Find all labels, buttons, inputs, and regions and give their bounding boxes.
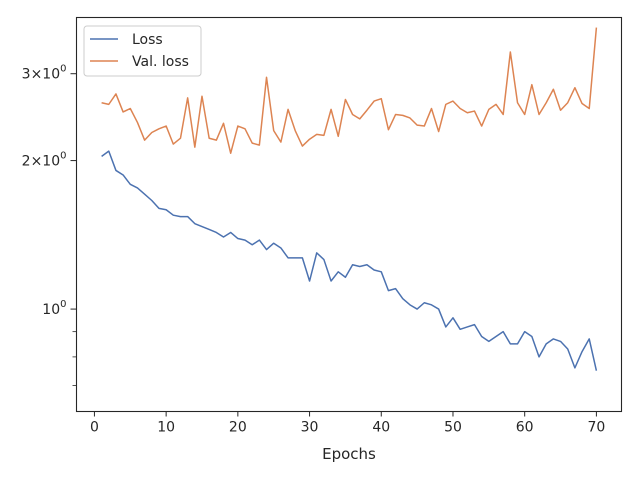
y-tick-label: 3×100 — [22, 64, 67, 83]
x-tick-label: 70 — [587, 420, 605, 436]
x-tick-label: 10 — [157, 420, 175, 436]
series-points-1 — [101, 27, 597, 154]
plot-frame — [75, 16, 623, 413]
x-axis: 0 10 20 30 40 50 60 70 — [90, 411, 605, 436]
x-tick-label: 50 — [444, 420, 462, 436]
x-tick-label: 20 — [229, 420, 247, 436]
y-tick-label: 2×100 — [22, 151, 67, 170]
x-tick-label: 30 — [301, 420, 319, 436]
x-tick-label: 40 — [372, 420, 390, 436]
y-axis: 100 2×100 3×100 — [22, 64, 77, 386]
series-line-0 — [101, 150, 598, 371]
y-tick-label: 100 — [42, 299, 66, 318]
series-points-0 — [101, 151, 597, 371]
series-layer — [101, 27, 598, 371]
x-tick-label: 0 — [90, 420, 99, 436]
legend: Loss Val. loss — [83, 25, 202, 77]
x-tick-label: 60 — [516, 420, 534, 436]
x-axis-label: Epochs — [322, 445, 376, 463]
legend-label: Loss — [132, 32, 163, 48]
legend-label: Val. loss — [132, 54, 189, 70]
series-line-1 — [101, 27, 598, 154]
